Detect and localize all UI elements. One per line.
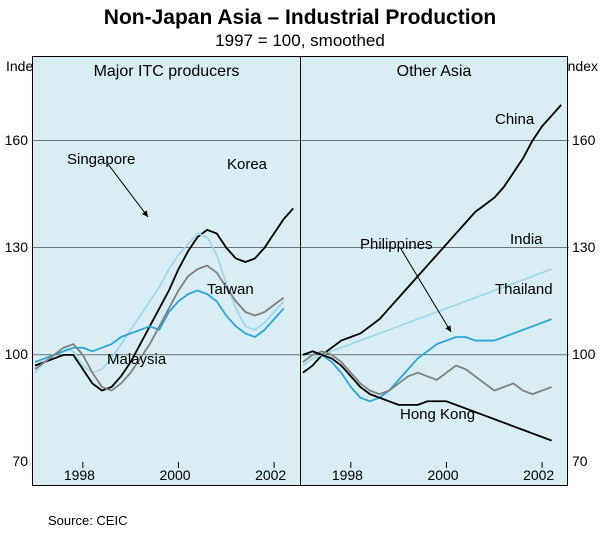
y-tick-left: 130 bbox=[5, 239, 28, 255]
y-tick-right: 70 bbox=[572, 453, 588, 469]
x-tick: 2002 bbox=[523, 467, 554, 483]
y-tick-right: 100 bbox=[572, 346, 595, 362]
series-label-philippines: Philippines bbox=[360, 236, 433, 253]
chart-subtitle: 1997 = 100, smoothed bbox=[0, 31, 600, 51]
panels-area: Major ITC producers Other Asia bbox=[32, 56, 568, 486]
y-tick-right: 160 bbox=[572, 132, 595, 148]
x-tick: 2000 bbox=[159, 467, 190, 483]
chart-title: Non-Japan Asia – Industrial Production bbox=[0, 0, 600, 30]
y-tick-right: 130 bbox=[572, 239, 595, 255]
x-tick: 1998 bbox=[332, 467, 363, 483]
series-label-korea: Korea bbox=[227, 156, 267, 173]
series-label-taiwan: Taiwan bbox=[207, 281, 254, 298]
y-tick-left: 160 bbox=[5, 132, 28, 148]
chart-container: Non-Japan Asia – Industrial Production 1… bbox=[0, 0, 600, 536]
panel-left: Major ITC producers bbox=[32, 56, 300, 486]
x-tick: 1998 bbox=[64, 467, 95, 483]
panel-left-title: Major ITC producers bbox=[33, 63, 300, 81]
series-label-hong-kong: Hong Kong bbox=[400, 406, 475, 423]
y-tick-left: 100 bbox=[5, 346, 28, 362]
series-label-india: India bbox=[510, 231, 543, 248]
y-tick-left: 70 bbox=[12, 453, 28, 469]
series-label-malaysia: Malaysia bbox=[107, 351, 166, 368]
series-label-singapore: Singapore bbox=[67, 151, 135, 168]
x-tick: 2002 bbox=[255, 467, 286, 483]
series-label-thailand: Thailand bbox=[495, 281, 553, 298]
x-tick: 2000 bbox=[427, 467, 458, 483]
panel-left-svg bbox=[33, 57, 301, 487]
panel-right-title: Other Asia bbox=[301, 63, 567, 81]
series-label-china: China bbox=[495, 111, 534, 128]
source-text: Source: CEIC bbox=[48, 513, 127, 528]
